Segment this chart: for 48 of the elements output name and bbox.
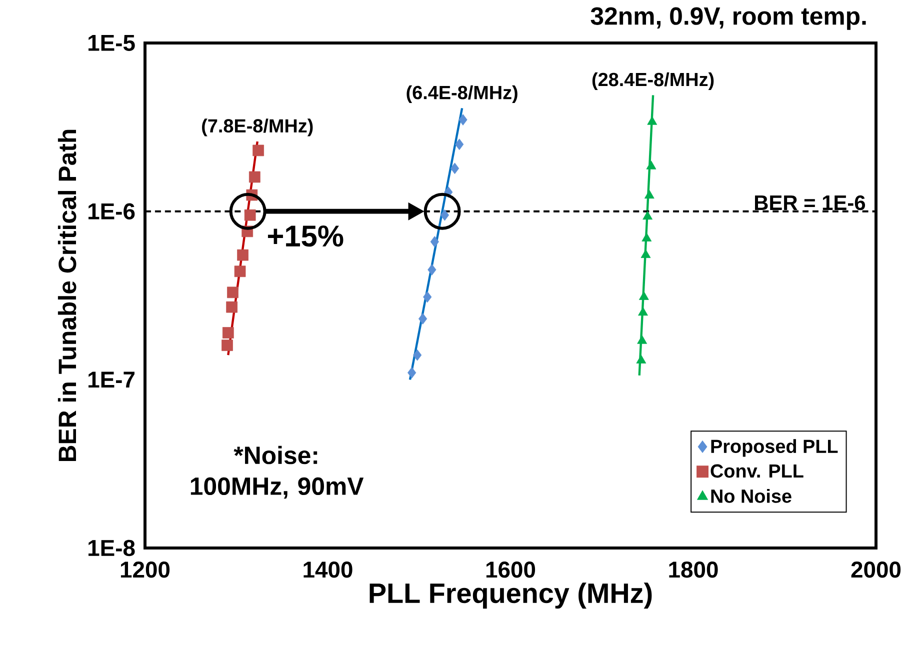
y-tick-label: 1E-5 xyxy=(88,35,135,51)
point xyxy=(638,291,649,300)
chart-title: 32nm, 0.9V, room temp. xyxy=(590,7,866,30)
annotation: +15% xyxy=(268,226,344,247)
point xyxy=(450,162,460,174)
point xyxy=(638,307,648,316)
point xyxy=(430,236,439,248)
y-tick-label: 1E-8 xyxy=(88,540,135,556)
point xyxy=(237,249,248,261)
point xyxy=(640,249,651,258)
y-tick-label: 1E-7 xyxy=(88,372,134,388)
point xyxy=(227,286,238,298)
point xyxy=(252,144,264,156)
point xyxy=(222,340,233,352)
y-tick-label: 1E-6 xyxy=(88,203,135,220)
point xyxy=(646,160,656,170)
point xyxy=(234,266,246,278)
x-tick-label: 1200 xyxy=(120,562,170,578)
point xyxy=(418,313,428,324)
point xyxy=(458,114,468,126)
annotation: (28.4E-8/MHz) xyxy=(592,72,714,90)
x-tick-label: 1600 xyxy=(486,562,536,578)
point xyxy=(226,301,238,313)
x-tick-label: 2000 xyxy=(851,562,901,578)
point xyxy=(636,354,646,364)
point xyxy=(222,327,234,338)
y-axis-title: BER in Tunable Critical Path xyxy=(58,130,76,462)
point xyxy=(428,264,436,276)
annotation: (7.8E-8/MHz) xyxy=(202,118,313,136)
legend-label: No Noise xyxy=(711,488,792,503)
legend-label: Conv. PLL xyxy=(710,464,804,478)
point xyxy=(408,367,416,378)
point xyxy=(248,171,260,183)
point xyxy=(647,116,658,125)
legend-label: Proposed PLL xyxy=(711,439,838,457)
point xyxy=(642,210,653,220)
annotation: (6.4E-8/MHz) xyxy=(406,85,518,103)
x-axis-title: PLL Frequency (MHz) xyxy=(370,582,652,609)
point xyxy=(642,232,652,242)
point xyxy=(637,335,648,344)
point xyxy=(412,349,422,361)
point xyxy=(423,291,432,303)
point xyxy=(455,138,464,150)
annotation: *Noise: 100MHz, 90mV xyxy=(190,446,364,499)
ref-line-label: BER = 1E-6 xyxy=(755,195,866,210)
x-tick-label: 1400 xyxy=(304,562,352,578)
point xyxy=(644,190,654,199)
x-tick-label: 1800 xyxy=(669,562,718,578)
